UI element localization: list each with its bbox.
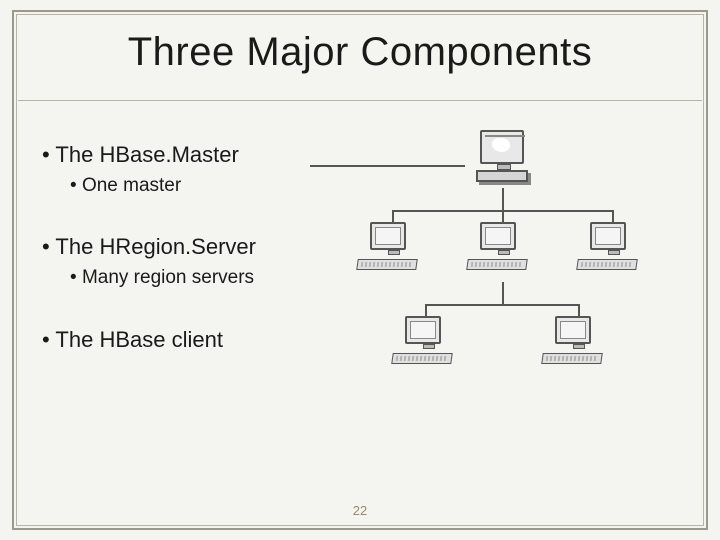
page-number: 22 [0, 503, 720, 518]
connector-line [502, 210, 504, 222]
keyboard-icon [576, 259, 638, 270]
monitor-stand [608, 250, 620, 255]
monitor-icon [480, 130, 524, 164]
connector-line [392, 210, 394, 222]
connector-line [425, 304, 427, 316]
monitor-stand [388, 250, 400, 255]
slide-title: Three Major Components [0, 30, 720, 75]
keyboard-icon [466, 259, 528, 270]
connector-line [502, 188, 504, 210]
keyboard-icon [391, 353, 453, 364]
monitor-stand [498, 250, 510, 255]
region-node [480, 222, 527, 270]
connector-line [425, 304, 580, 306]
region-node [590, 222, 637, 270]
client-node [405, 316, 452, 364]
connector-line [578, 304, 580, 316]
bullet-text: The HBase.Master [55, 142, 238, 167]
keyboard-icon [541, 353, 603, 364]
bullet-text: The HBase client [55, 327, 223, 352]
bullet-text: The HRegion.Server [55, 234, 256, 259]
monitor-icon [590, 222, 626, 250]
bullet-text: One master [82, 175, 181, 196]
bullet-text: Many region servers [82, 267, 254, 288]
client-node [555, 316, 602, 364]
connector-line [612, 210, 614, 222]
computer-base [476, 170, 528, 182]
monitor-icon [480, 222, 516, 250]
connector-line [310, 165, 465, 167]
title-rule [18, 100, 702, 101]
region-node [370, 222, 417, 270]
monitor-icon [405, 316, 441, 344]
monitor-stand [573, 344, 585, 349]
monitor-stand [423, 344, 435, 349]
monitor-icon [370, 222, 406, 250]
network-diagram [320, 130, 680, 380]
monitor-icon [555, 316, 591, 344]
keyboard-icon [356, 259, 418, 270]
connector-line [502, 282, 504, 304]
master-node [480, 130, 528, 182]
